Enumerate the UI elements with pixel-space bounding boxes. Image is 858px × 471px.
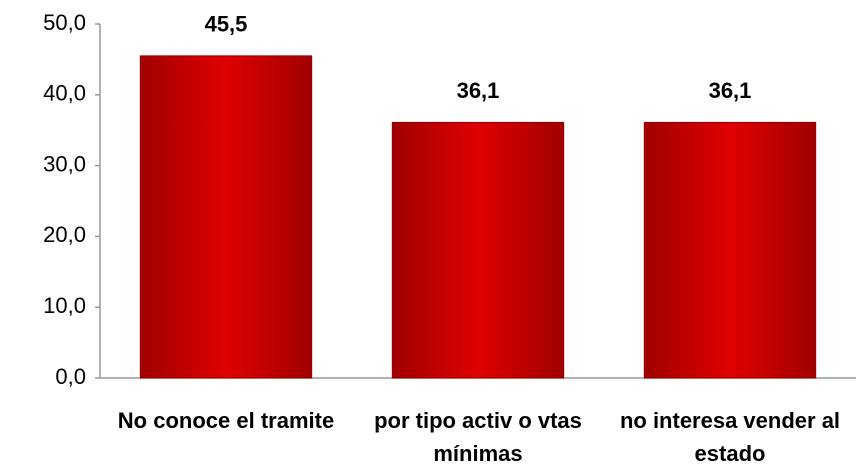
y-tick-label: 20,0 (43, 222, 86, 247)
x-tick-label: no interesa vender al estado (619, 408, 841, 466)
bar (139, 55, 313, 379)
bar (643, 121, 817, 379)
x-tick-label: No conoce el tramite (117, 408, 335, 433)
x-tick-label: por tipo activ o vtas mínimas (374, 408, 582, 466)
bar (391, 121, 565, 379)
value-label: 36,1 (457, 78, 500, 103)
y-tick-label: 10,0 (43, 293, 86, 318)
value-label: 45,5 (205, 12, 248, 37)
value-label: 36,1 (709, 78, 752, 103)
y-tick-label: 30,0 (43, 151, 86, 176)
y-tick-label: 50,0 (43, 10, 86, 35)
y-tick-label: 0,0 (55, 364, 86, 389)
y-tick-label: 40,0 (43, 81, 86, 106)
